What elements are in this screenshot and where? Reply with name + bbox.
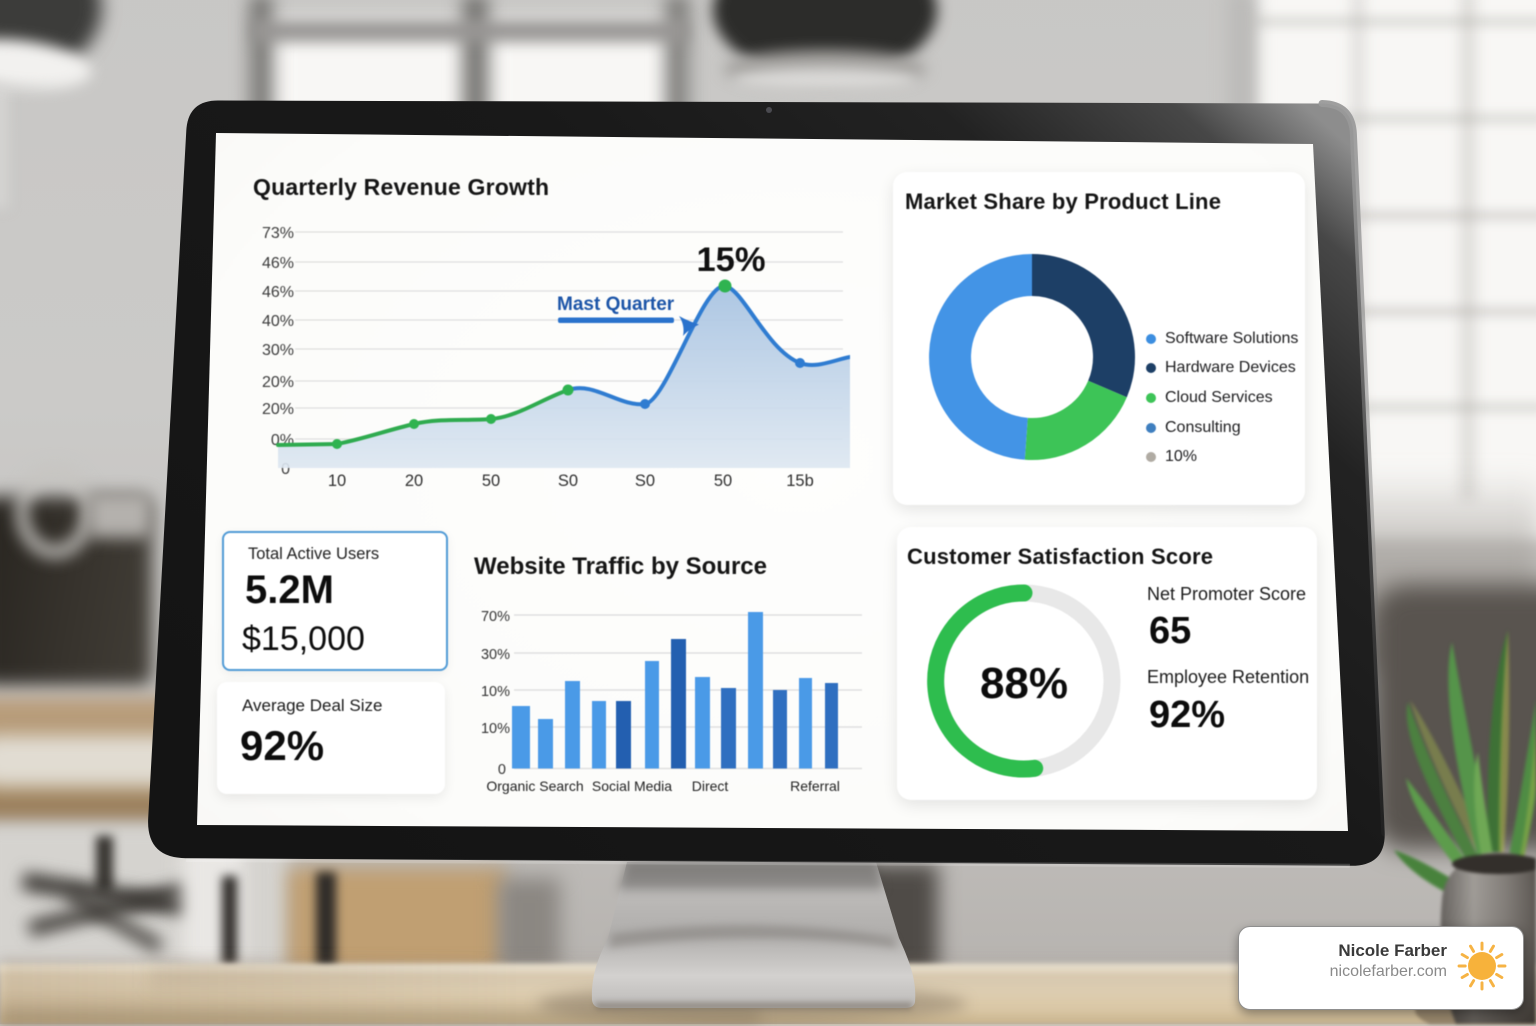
svg-text:Social Media: Social Media [592, 778, 672, 794]
svg-text:30%: 30% [481, 647, 510, 663]
svg-text:50: 50 [482, 472, 500, 490]
svg-text:70%: 70% [481, 609, 510, 625]
svg-text:46%: 46% [262, 255, 294, 272]
svg-text:73%: 73% [262, 225, 294, 242]
svg-text:10%: 10% [481, 721, 510, 737]
svg-text:10: 10 [328, 472, 346, 490]
svg-text:30%: 30% [262, 342, 294, 359]
svg-text:46%: 46% [262, 284, 294, 301]
svg-text:88%: 88% [980, 659, 1068, 708]
svg-text:15%: 15% [696, 241, 765, 279]
svg-text:20: 20 [405, 472, 423, 490]
svg-text:10%: 10% [481, 684, 510, 700]
svg-text:S0: S0 [558, 472, 578, 490]
svg-text:0: 0 [498, 762, 506, 778]
svg-text:0: 0 [281, 461, 290, 478]
svg-text:15b: 15b [786, 472, 814, 490]
svg-text:Organic Search: Organic Search [486, 778, 583, 794]
svg-text:Referral: Referral [790, 778, 840, 794]
svg-text:S0: S0 [635, 472, 655, 490]
svg-text:Direct: Direct [692, 778, 729, 794]
svg-text:Mast Quarter: Mast Quarter [557, 294, 675, 315]
svg-text:40%: 40% [262, 313, 294, 330]
svg-text:50: 50 [714, 472, 732, 490]
svg-text:20%: 20% [262, 401, 294, 418]
svg-text:20%: 20% [262, 374, 294, 391]
